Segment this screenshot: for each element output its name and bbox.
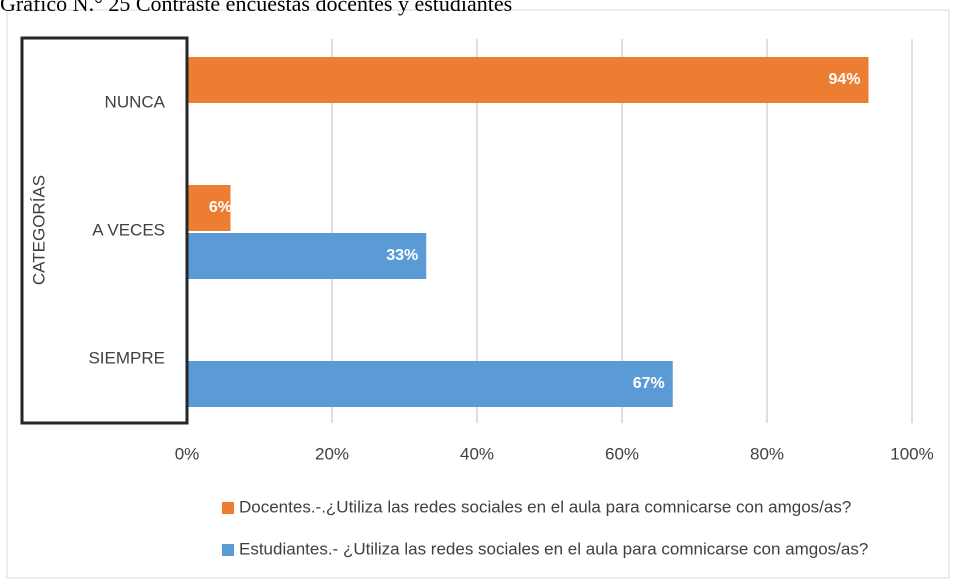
x-tick-label: 40% xyxy=(460,444,494,463)
x-tick-label: 0% xyxy=(175,444,200,463)
bar xyxy=(187,57,869,103)
category-label: SIEMPRE xyxy=(88,348,165,367)
x-tick-label: 20% xyxy=(315,444,349,463)
chart-border xyxy=(6,9,950,579)
value-label: 0% xyxy=(209,119,232,136)
legend-swatch xyxy=(222,502,234,514)
y-axis-label: CATEGORÍAS xyxy=(29,175,48,285)
value-label: 33% xyxy=(386,247,418,264)
bar xyxy=(187,185,231,231)
bar xyxy=(187,233,427,279)
value-label: 94% xyxy=(828,71,860,88)
category-label: NUNCA xyxy=(105,92,166,111)
value-label: 6% xyxy=(209,199,232,216)
legend-label: Estudiantes.- ¿Utiliza las redes sociale… xyxy=(239,539,868,558)
x-tick-label: 60% xyxy=(605,444,639,463)
x-tick-label: 80% xyxy=(750,444,784,463)
legend-swatch xyxy=(222,544,234,556)
chart-title: Gráfico N.° 25 Contraste encuestas docen… xyxy=(0,0,512,16)
bar xyxy=(187,361,673,407)
value-label: 67% xyxy=(633,375,665,392)
legend-label: Docentes.-.¿Utiliza las redes sociales e… xyxy=(239,497,851,516)
category-label: A VECES xyxy=(92,220,165,239)
x-tick-label: 100% xyxy=(890,444,933,463)
value-label: 0% xyxy=(209,327,232,344)
